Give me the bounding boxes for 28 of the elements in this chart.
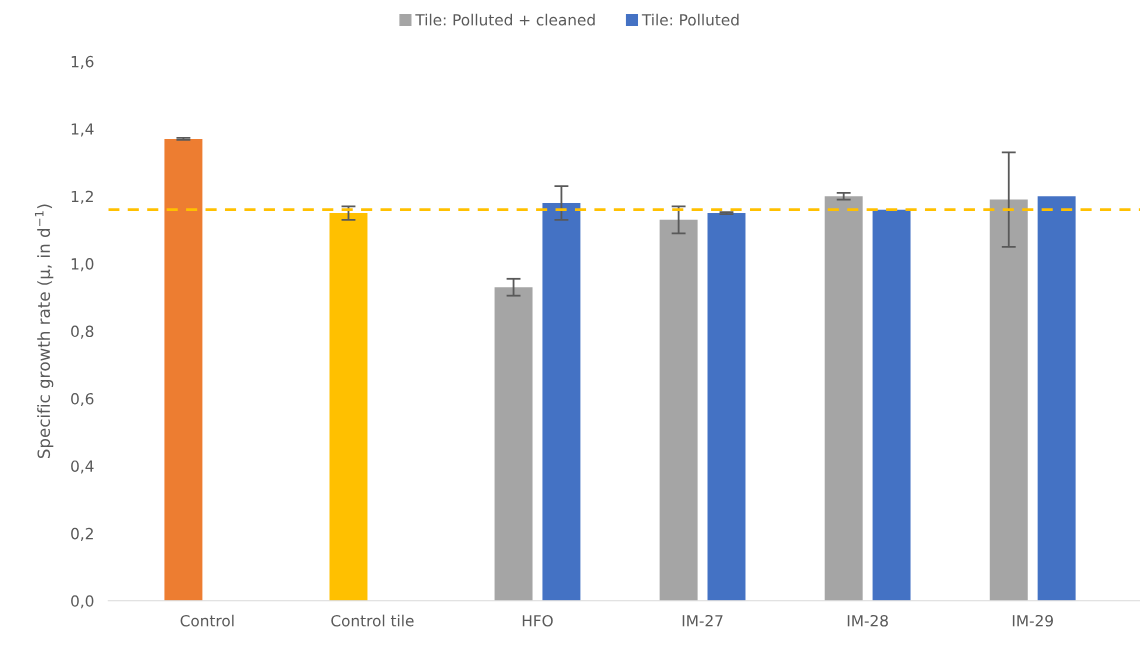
legend-label: Tile: Polluted + cleaned [415,13,595,26]
bar [164,138,203,601]
y-tick-label: 1,0 [71,258,94,272]
x-tick-label: IM-28 [847,614,888,627]
bar [659,219,698,601]
x-tick-label: IM-27 [682,614,723,627]
bar [707,213,746,601]
bar [824,196,863,601]
x-tick-label: Control [180,614,234,627]
bar [542,202,581,601]
y-axis-title: Specific growth rate (µ, in d$^{−1}$) [34,204,54,459]
bar [494,287,533,601]
x-tick-label: IM-29 [1012,614,1053,627]
y-tick-label: 0,2 [71,527,93,541]
bar [989,199,1028,601]
y-tick-label: 0,6 [71,392,94,407]
y-tick-label: 0,0 [71,595,94,609]
bar [329,213,368,601]
y-tick-label: 1,6 [71,55,94,69]
x-tick-label: HFO [522,614,553,627]
bar [1037,196,1076,601]
y-tick-label: 0,8 [71,325,94,339]
y-tick-label: 1,4 [71,123,94,137]
x-tick-label: Control tile [331,614,414,627]
bar [872,209,911,601]
y-tick-label: 0,4 [71,460,94,474]
legend-label: Tile: Polluted [641,13,739,26]
y-tick-label: 1,2 [71,190,93,204]
